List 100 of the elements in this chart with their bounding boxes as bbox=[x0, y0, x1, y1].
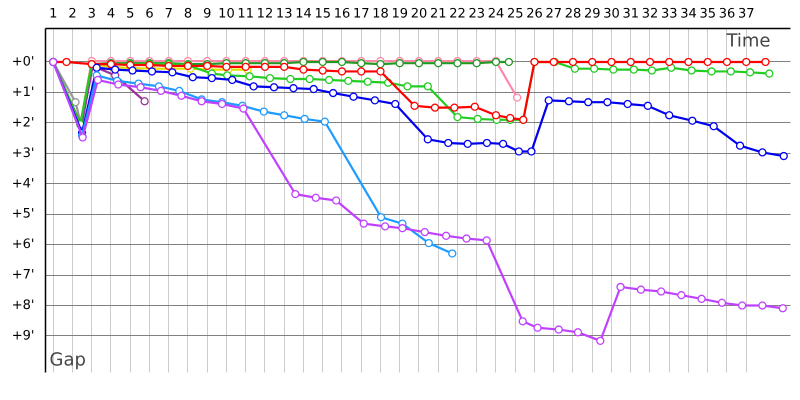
point bbox=[697, 294, 706, 303]
x-tick-label: 15 bbox=[314, 6, 331, 22]
point bbox=[364, 78, 372, 86]
point bbox=[424, 135, 432, 144]
point bbox=[656, 287, 666, 296]
point bbox=[726, 67, 735, 76]
point bbox=[616, 282, 625, 292]
point bbox=[344, 76, 352, 86]
point bbox=[156, 86, 166, 96]
point bbox=[328, 88, 338, 98]
point bbox=[684, 58, 693, 66]
point bbox=[357, 59, 366, 68]
point bbox=[324, 76, 334, 84]
point bbox=[482, 236, 491, 245]
point bbox=[148, 67, 156, 76]
point bbox=[434, 59, 442, 68]
point bbox=[270, 83, 278, 92]
point bbox=[596, 336, 604, 345]
point bbox=[289, 84, 298, 92]
x-tick-label: 26 bbox=[526, 6, 543, 22]
point bbox=[424, 82, 432, 90]
point bbox=[310, 84, 318, 94]
point bbox=[286, 74, 295, 84]
point bbox=[376, 67, 385, 76]
point bbox=[590, 64, 598, 73]
x-tick-label: 29 bbox=[584, 6, 600, 22]
point bbox=[453, 59, 462, 68]
point bbox=[453, 112, 462, 122]
point bbox=[718, 298, 726, 307]
point bbox=[492, 111, 500, 120]
point bbox=[512, 93, 522, 102]
point bbox=[607, 58, 616, 66]
point bbox=[677, 291, 686, 300]
point bbox=[780, 152, 788, 160]
point bbox=[554, 325, 563, 334]
x-tick-label: 37 bbox=[738, 6, 754, 22]
point bbox=[644, 102, 652, 110]
point bbox=[736, 142, 744, 150]
x-tick-label: 21 bbox=[430, 6, 446, 22]
y-tick-label: +9' bbox=[12, 328, 35, 344]
point bbox=[349, 92, 358, 101]
x-tick-label: 4 bbox=[106, 6, 116, 22]
point bbox=[722, 58, 732, 66]
x-tick-label: 20 bbox=[410, 6, 428, 22]
point bbox=[228, 76, 236, 84]
point bbox=[584, 98, 592, 106]
x-tick-label: 25 bbox=[506, 6, 524, 22]
point bbox=[448, 249, 456, 258]
point bbox=[188, 73, 197, 82]
x-tick-label: 2 bbox=[68, 6, 77, 22]
point bbox=[177, 92, 186, 100]
point bbox=[114, 80, 122, 89]
point bbox=[403, 82, 412, 90]
point bbox=[266, 74, 274, 82]
y-tick-label: +6' bbox=[12, 237, 35, 252]
point bbox=[249, 82, 258, 90]
x-tick-label: 31 bbox=[622, 6, 639, 22]
point bbox=[442, 232, 450, 240]
x-tick-label: 6 bbox=[145, 6, 154, 22]
point bbox=[704, 58, 712, 66]
x-tick-label: 11 bbox=[237, 6, 254, 22]
x-axis-title: Time bbox=[725, 30, 771, 52]
point bbox=[758, 148, 767, 157]
point bbox=[376, 60, 385, 68]
point bbox=[280, 111, 288, 120]
point bbox=[688, 116, 696, 125]
point bbox=[603, 98, 612, 106]
x-tick-label: 8 bbox=[184, 6, 192, 22]
point bbox=[710, 122, 718, 130]
y-tick-label: +5' bbox=[12, 206, 35, 222]
point bbox=[357, 67, 366, 76]
point bbox=[312, 194, 320, 202]
point bbox=[360, 219, 368, 228]
x-tick-label: 16 bbox=[334, 6, 350, 22]
point bbox=[136, 83, 145, 92]
y-tick-label: +7' bbox=[12, 268, 35, 283]
point bbox=[62, 58, 71, 66]
point bbox=[128, 66, 137, 75]
point bbox=[648, 66, 656, 75]
x-tick-label: 14 bbox=[295, 6, 312, 22]
point bbox=[380, 222, 390, 231]
point bbox=[482, 138, 492, 148]
point bbox=[245, 72, 254, 80]
point bbox=[746, 68, 754, 76]
point bbox=[305, 74, 314, 84]
point bbox=[420, 228, 429, 236]
point bbox=[464, 140, 472, 148]
point bbox=[242, 62, 250, 71]
point bbox=[707, 67, 716, 76]
point bbox=[472, 59, 481, 68]
y-tick-label: +3' bbox=[12, 146, 35, 161]
point bbox=[742, 58, 750, 66]
x-tick-label: 30 bbox=[603, 6, 620, 22]
point bbox=[398, 224, 407, 232]
point bbox=[92, 64, 101, 72]
x-tick-label: 3 bbox=[88, 6, 96, 22]
x-tick-label: 35 bbox=[699, 6, 716, 22]
point bbox=[376, 213, 386, 222]
point bbox=[570, 64, 580, 73]
point bbox=[94, 76, 102, 84]
